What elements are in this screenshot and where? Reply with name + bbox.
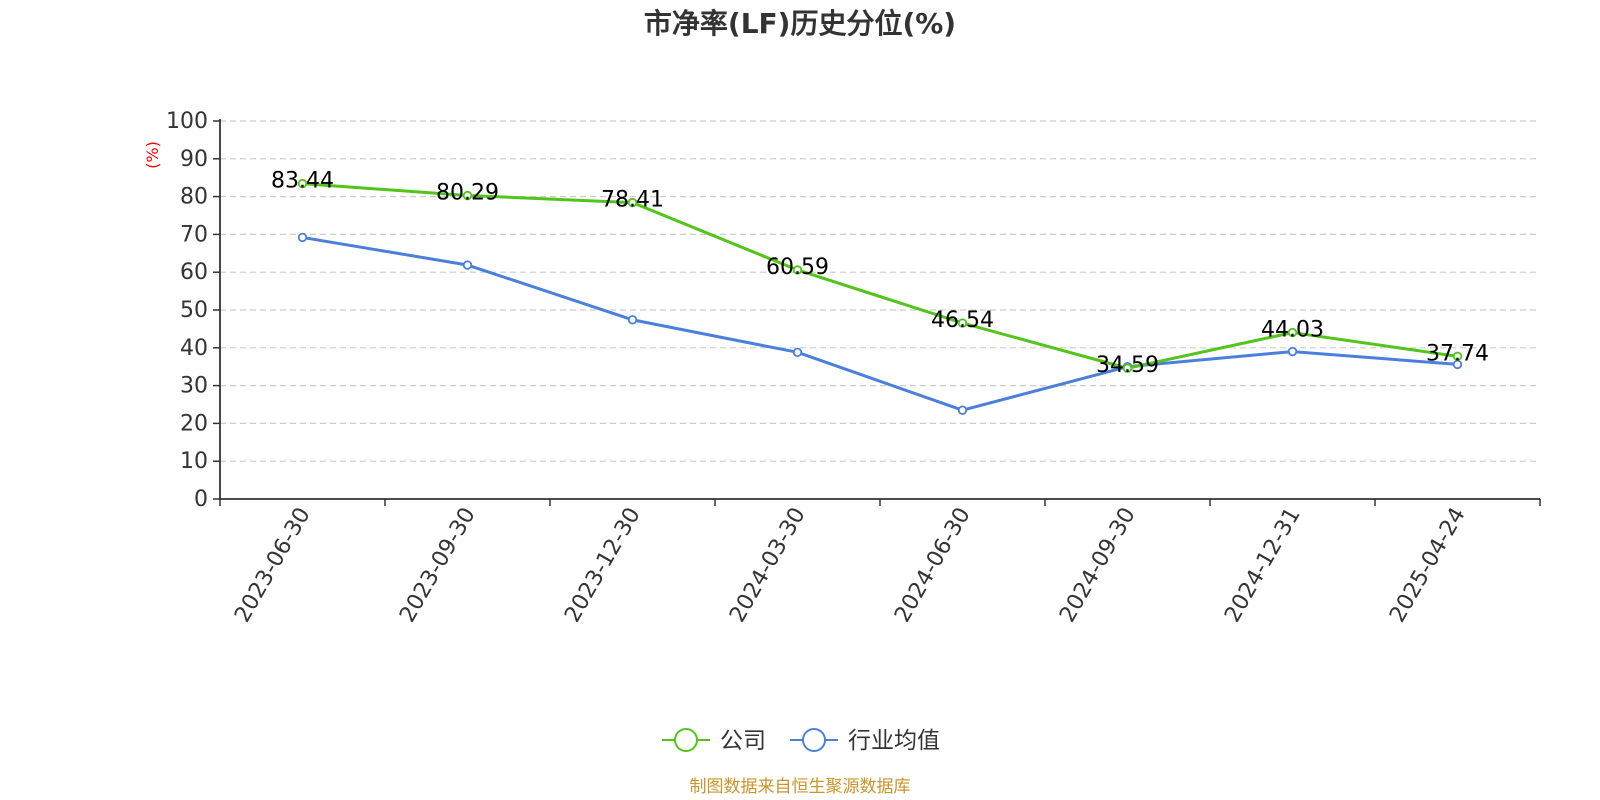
grid-lines	[220, 120, 1540, 462]
data-point	[957, 318, 968, 328]
legend-item-0[interactable]: 公司	[662, 728, 766, 754]
data-point	[462, 260, 473, 270]
axes	[219, 119, 1540, 500]
data-labels: 83.44 80.29 78.41 60.59 46.54 34.59 44.03 37.74	[271, 169, 1489, 379]
x-axis-ticks: 2023-06-30 2023-09-30 2023-12-30 2024-03-30…	[219, 499, 1541, 627]
data-point	[957, 405, 968, 415]
source-note: 制图数据来自恒生聚源数据库	[690, 777, 911, 797]
legend[interactable]: 公司 行业均值	[662, 728, 940, 754]
data-label: 60.59	[766, 255, 829, 280]
data-point	[792, 347, 803, 358]
legend-marker	[674, 728, 698, 752]
data-point	[1452, 351, 1463, 362]
y-tick-label: 80	[180, 185, 208, 210]
data-label: 34.59	[1096, 353, 1159, 378]
x-tick-label: 2023-12-30	[560, 504, 646, 627]
x-tick-label: 2025-04-24	[1385, 504, 1471, 627]
y-tick-label: 50	[180, 298, 208, 323]
x-tick-label: 2024-09-30	[1055, 504, 1141, 627]
data-point	[297, 178, 308, 189]
y-tick-label: 60	[180, 260, 208, 285]
data-label: 83.44	[271, 169, 334, 194]
x-tick-label: 2024-03-30	[725, 504, 811, 627]
legend-label: 行业均值	[848, 728, 940, 754]
data-point	[1122, 363, 1133, 373]
series-line-0	[302, 182, 1458, 370]
y-tick-label: 10	[180, 449, 208, 474]
y-tick-label: 0	[194, 487, 208, 512]
y-tick-label: 40	[180, 336, 208, 361]
data-point	[627, 315, 638, 325]
y-axis-label: (%)	[143, 141, 162, 169]
y-tick-label: 90	[180, 147, 208, 172]
x-tick-label: 2023-06-30	[230, 504, 316, 627]
chart-title: 市净率(LF)历史分位(%)	[644, 7, 956, 40]
y-tick-label: 70	[180, 222, 208, 247]
data-label: 80.29	[436, 181, 499, 206]
data-point	[1287, 346, 1298, 357]
legend-marker	[802, 728, 826, 752]
y-tick-label: 20	[180, 411, 208, 436]
legend-item-1[interactable]: 行业均值	[790, 728, 940, 754]
data-label: 37.74	[1426, 341, 1489, 366]
data-point	[297, 232, 308, 243]
x-tick-label: 2023-09-30	[395, 504, 481, 627]
series-group	[297, 178, 1463, 415]
legend-label: 公司	[720, 728, 766, 754]
data-point	[627, 197, 638, 208]
data-point	[1287, 327, 1298, 338]
x-tick-label: 2024-06-30	[890, 504, 976, 627]
y-tick-label: 100	[166, 109, 208, 134]
data-point	[462, 190, 473, 201]
x-tick-label: 2024-12-31	[1220, 504, 1306, 627]
series-line-1	[302, 235, 1458, 412]
data-point	[792, 265, 803, 275]
data-label: 44.03	[1261, 318, 1324, 343]
data-label: 46.54	[931, 308, 994, 333]
y-axis-ticks: 0 10 20 30 40 50 60 70 80 90 100	[166, 109, 220, 512]
y-tick-label: 30	[180, 374, 208, 399]
data-label: 78.41	[601, 188, 664, 213]
